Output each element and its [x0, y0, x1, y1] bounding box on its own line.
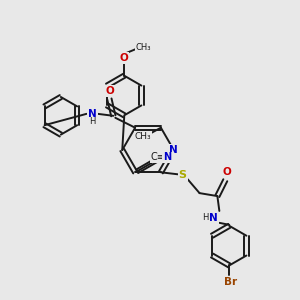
Text: CH₃: CH₃	[135, 44, 151, 52]
Text: S: S	[179, 170, 187, 180]
Text: H: H	[89, 117, 96, 126]
Text: O: O	[223, 167, 232, 177]
Text: H: H	[202, 213, 209, 222]
Text: O: O	[120, 53, 129, 63]
Text: N: N	[163, 152, 171, 162]
Text: N: N	[88, 109, 97, 119]
Text: O: O	[105, 86, 114, 96]
Text: CH₃: CH₃	[135, 132, 152, 141]
Text: N: N	[209, 213, 218, 223]
Text: C≡N: C≡N	[151, 152, 173, 162]
Text: Br: Br	[224, 277, 237, 287]
Text: N: N	[169, 145, 178, 155]
